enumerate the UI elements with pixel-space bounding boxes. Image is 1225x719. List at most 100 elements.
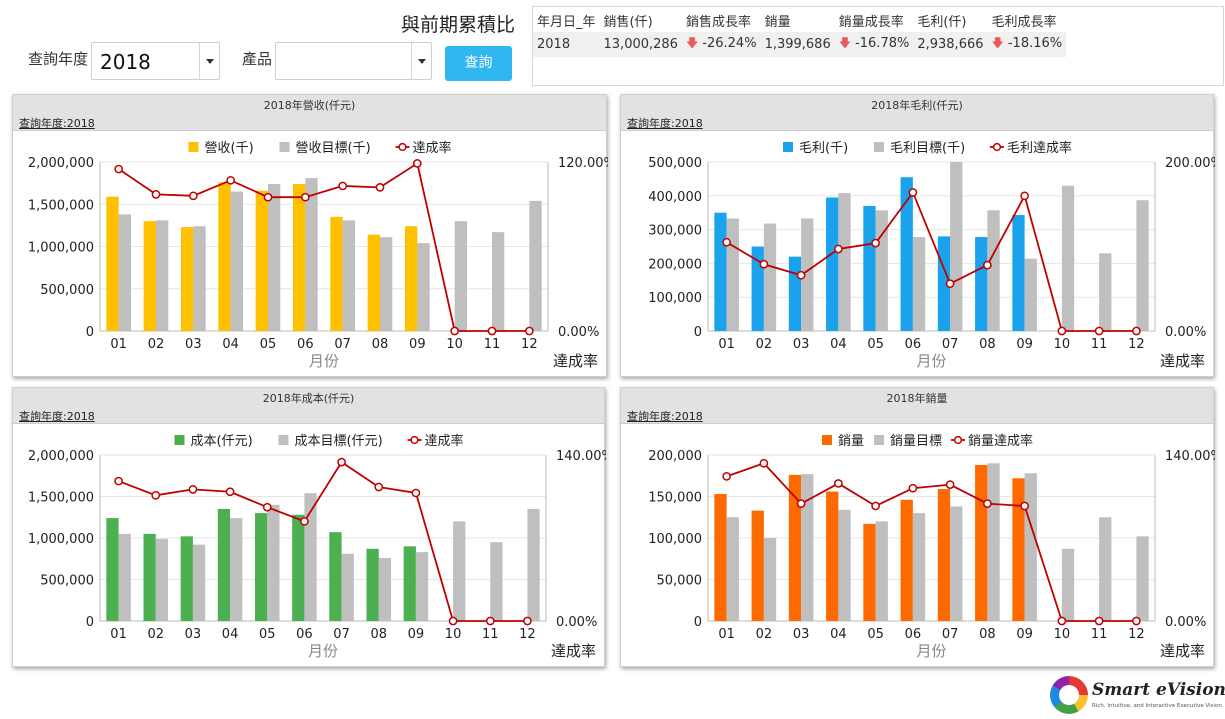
x-axis-title: 月份 bbox=[309, 352, 339, 370]
chevron-down-icon[interactable] bbox=[199, 43, 219, 79]
rate-point bbox=[796, 270, 806, 280]
bar bbox=[329, 532, 342, 621]
rate-point bbox=[151, 190, 161, 199]
y-tick-label: 0 bbox=[86, 325, 94, 340]
volume-chart: 200,000 150,000 100,000 50,000 0 140.00% 0.00%… bbox=[648, 433, 1215, 660]
rate-point bbox=[945, 480, 955, 489]
y2-tick-label: 0.00% bbox=[558, 325, 599, 340]
rate-point bbox=[796, 499, 806, 508]
bar bbox=[950, 506, 963, 621]
x-tick-label: 02 bbox=[756, 627, 773, 642]
bar bbox=[900, 499, 913, 621]
product-select[interactable] bbox=[275, 42, 432, 80]
x-tick-label: 01 bbox=[718, 627, 735, 642]
bar bbox=[366, 548, 379, 621]
rate-point bbox=[983, 260, 992, 270]
x-tick-label: 08 bbox=[372, 337, 389, 352]
y-tick-label: 0 bbox=[694, 325, 702, 340]
x-tick-label: 12 bbox=[519, 627, 536, 642]
summary-profit: 2,938,666 bbox=[913, 32, 988, 57]
legend-swatch-icon bbox=[188, 142, 199, 152]
rate-point bbox=[759, 458, 769, 468]
summary-header-cell: 銷量成長率 bbox=[838, 15, 904, 30]
bar bbox=[726, 517, 739, 621]
summary-header-cell: 銷售(仟) bbox=[603, 15, 653, 30]
panel-title: 2018年營收(仟元) bbox=[13, 95, 606, 119]
revenue-chart: 2,000,0001,500,0001,000,000500,0000120.0… bbox=[28, 140, 608, 370]
smart-evision-logo: Smart eVision Rich, Intuitive, and Inter… bbox=[1050, 676, 1225, 716]
logo-tagline: Rich, Intuitive, and Interactive Executi… bbox=[1092, 703, 1222, 709]
bar bbox=[788, 474, 802, 621]
x-axis-title: 月份 bbox=[308, 642, 338, 660]
y2-tick-label: 0.00% bbox=[1165, 615, 1206, 630]
bar bbox=[341, 553, 354, 621]
x-tick-label: 11 bbox=[484, 337, 501, 352]
query-button[interactable]: 查詢 bbox=[445, 46, 512, 81]
x-tick-label: 03 bbox=[793, 627, 810, 642]
legend-swatch-icon bbox=[783, 142, 793, 152]
legend-label: 營收(千) bbox=[205, 141, 254, 156]
x-tick-label: 06 bbox=[905, 337, 922, 352]
x-tick-label: 10 bbox=[1054, 337, 1071, 352]
x-tick-label: 11 bbox=[1091, 337, 1108, 352]
bar bbox=[218, 182, 231, 331]
bar bbox=[763, 538, 777, 621]
y-tick-label: 2,000,000 bbox=[28, 449, 94, 464]
rate-line bbox=[726, 190, 1137, 332]
x-tick-label: 11 bbox=[1091, 627, 1108, 642]
rate-point bbox=[983, 499, 992, 508]
chevron-down-icon[interactable] bbox=[411, 43, 431, 79]
panel-subtitle[interactable]: 查詢年度:2018 bbox=[13, 411, 604, 424]
bar bbox=[143, 221, 156, 331]
x-tick-label: 03 bbox=[185, 627, 202, 642]
panel-subtitle[interactable]: 查詢年度:2018 bbox=[621, 118, 1213, 131]
year-select[interactable]: 2018 bbox=[91, 42, 220, 80]
rate-line bbox=[118, 161, 530, 332]
y2-axis-title: 達成率 bbox=[551, 642, 596, 660]
bar bbox=[155, 538, 169, 621]
summary-header-cell: 銷售成長率 bbox=[685, 15, 751, 30]
x-tick-label: 01 bbox=[110, 627, 127, 642]
legend-label: 毛利達成率 bbox=[1007, 140, 1072, 156]
legend-label: 達成率 bbox=[413, 140, 452, 156]
legend-label: 銷量 bbox=[838, 433, 864, 449]
rate-point bbox=[188, 485, 198, 494]
arrow-down-icon: 🡇 bbox=[991, 36, 1004, 50]
legend-swatch-icon bbox=[822, 435, 832, 445]
rate-point bbox=[114, 164, 124, 174]
rate-line bbox=[726, 462, 1137, 622]
x-tick-label: 05 bbox=[867, 337, 884, 352]
x-tick-label: 03 bbox=[793, 337, 810, 352]
y2-axis-title: 達成率 bbox=[553, 352, 598, 370]
bar bbox=[826, 491, 839, 621]
x-tick-label: 02 bbox=[147, 627, 164, 642]
bar bbox=[453, 521, 466, 621]
y-tick-label: 500,000 bbox=[40, 574, 94, 589]
bar bbox=[975, 464, 988, 621]
y-tick-label: 500,000 bbox=[40, 283, 94, 298]
rate-point bbox=[114, 476, 123, 486]
bar bbox=[751, 246, 764, 331]
arrow-down-icon: 🡇 bbox=[838, 36, 852, 50]
x-tick-label: 05 bbox=[260, 337, 277, 352]
x-tick-label: 12 bbox=[521, 337, 538, 352]
bar bbox=[801, 474, 814, 621]
panel-subtitle[interactable]: 查詢年度:2018 bbox=[621, 411, 1213, 424]
rate-point bbox=[1057, 616, 1067, 626]
bar bbox=[267, 504, 280, 621]
year-filter-label: 查詢年度 bbox=[28, 50, 89, 68]
rate-line bbox=[118, 460, 528, 622]
legend-marker-icon bbox=[953, 435, 963, 445]
x-axis-title: 月份 bbox=[916, 352, 946, 370]
x-tick-label: 10 bbox=[445, 627, 462, 642]
summary-profit-growth: -18.16% bbox=[1007, 36, 1063, 51]
year-select-value: 2018 bbox=[100, 50, 151, 74]
rate-point bbox=[834, 244, 843, 254]
bar bbox=[118, 533, 131, 621]
rate-point bbox=[1094, 616, 1104, 626]
bar bbox=[912, 237, 926, 331]
panel-subtitle[interactable]: 查詢年度:2018 bbox=[13, 118, 606, 131]
bar bbox=[181, 227, 194, 331]
summary-volume-growth-cell: 🡇 -16.78% bbox=[834, 32, 914, 57]
rate-point bbox=[759, 259, 769, 269]
